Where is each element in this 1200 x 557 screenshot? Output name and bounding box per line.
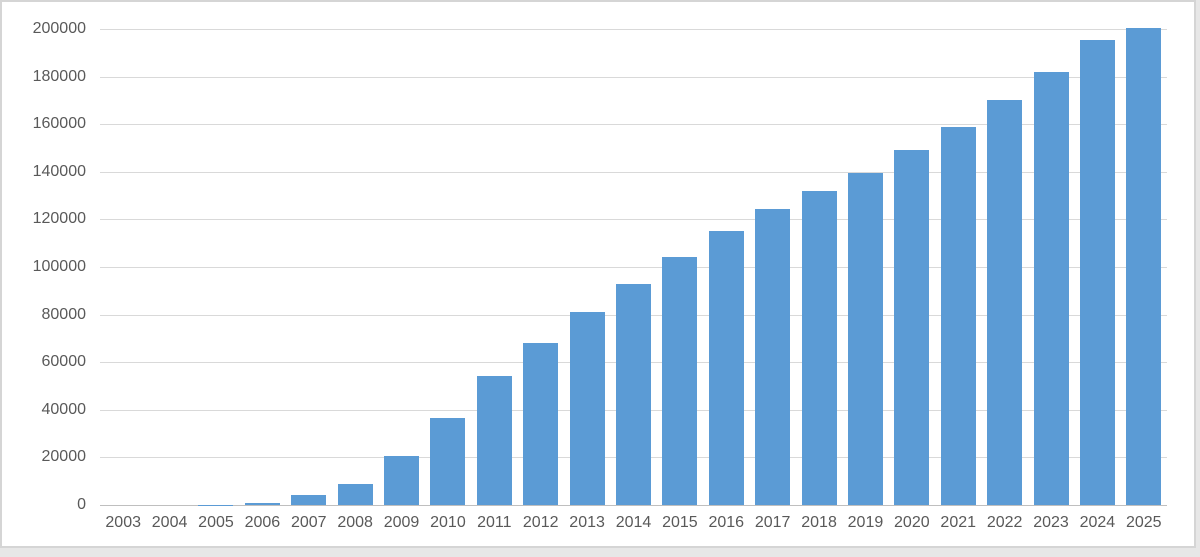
y-tick-label: 40000 bbox=[41, 400, 87, 418]
y-tick-label: 160000 bbox=[32, 115, 86, 133]
x-tick-label: 2024 bbox=[1079, 514, 1116, 531]
x-tick-label: 2019 bbox=[847, 514, 884, 531]
x-tick-label: 2009 bbox=[383, 514, 420, 531]
y-tick-label: 60000 bbox=[41, 353, 87, 371]
y-tick-label: 100000 bbox=[32, 258, 86, 275]
x-tick-label: 2020 bbox=[894, 514, 930, 531]
x-tick-label: 2021 bbox=[940, 514, 977, 531]
bar-2015 bbox=[662, 257, 698, 505]
gridline bbox=[100, 219, 1167, 221]
x-tick-label: 2016 bbox=[708, 514, 745, 531]
gridline bbox=[100, 171, 1167, 173]
bar-2021 bbox=[940, 126, 976, 505]
x-tick-label: 2025 bbox=[1125, 514, 1162, 531]
bar-2023 bbox=[1033, 71, 1069, 505]
x-tick-label: 2013 bbox=[569, 514, 605, 531]
y-tick-label: 200000 bbox=[32, 20, 86, 37]
bar-chart: 0 20000 40000 60000 80000 100000 120000 140000 1… bbox=[2, 2, 1194, 546]
x-tick-label: 2018 bbox=[801, 514, 837, 531]
y-tick-label: 80000 bbox=[41, 305, 87, 323]
x-tick-label: 2022 bbox=[986, 514, 1023, 531]
x-axis-line bbox=[100, 505, 1167, 506]
bar-2010 bbox=[430, 418, 466, 505]
x-tick-label: 2010 bbox=[430, 514, 466, 531]
x-tick-label: 2006 bbox=[244, 514, 281, 531]
x-tick-label: 2014 bbox=[615, 514, 652, 531]
gridline bbox=[100, 29, 1167, 30]
x-tick-label: 2004 bbox=[151, 514, 188, 531]
bar-2019 bbox=[847, 172, 883, 505]
bar-2016 bbox=[708, 231, 744, 505]
bar-2009 bbox=[384, 456, 420, 505]
y-tick-label: 20000 bbox=[41, 448, 87, 466]
bar-2014 bbox=[616, 283, 651, 505]
gridline bbox=[100, 267, 1167, 268]
x-tick-label: 2007 bbox=[290, 514, 327, 531]
bar-2007 bbox=[291, 495, 327, 505]
y-tick-label: 120000 bbox=[32, 210, 86, 228]
y-tick-label: 140000 bbox=[32, 162, 86, 180]
x-tick-label: 2012 bbox=[522, 514, 559, 531]
bar-2012 bbox=[523, 343, 559, 505]
x-tick-label: 2011 bbox=[477, 514, 512, 531]
x-tick-label: 2015 bbox=[662, 514, 698, 531]
x-tick-label: 2023 bbox=[1033, 514, 1069, 531]
bar-2013 bbox=[569, 312, 605, 505]
bar-2025 bbox=[1126, 27, 1162, 505]
bar-2008 bbox=[337, 483, 373, 505]
x-tick-label: 2008 bbox=[337, 514, 373, 531]
x-tick-label: 2017 bbox=[754, 514, 791, 531]
bar-2022 bbox=[987, 100, 1023, 505]
bar-2024 bbox=[1079, 39, 1115, 505]
bar-2006 bbox=[244, 502, 280, 505]
x-tick-label: 2005 bbox=[198, 514, 234, 531]
gridline bbox=[100, 124, 1167, 126]
bar-2018 bbox=[801, 190, 837, 505]
bar-2020 bbox=[894, 150, 930, 505]
bar-2017 bbox=[755, 208, 791, 505]
x-tick-label: 2003 bbox=[105, 514, 141, 531]
bar-2011 bbox=[476, 376, 512, 505]
gridline bbox=[100, 76, 1167, 78]
y-tick-label: 180000 bbox=[32, 67, 86, 85]
y-tick-label: 0 bbox=[77, 496, 86, 513]
